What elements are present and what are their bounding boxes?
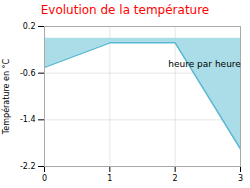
svg-text:heure par heure: heure par heure bbox=[168, 59, 241, 69]
svg-text:2: 2 bbox=[173, 174, 178, 183]
svg-text:0.2: 0.2 bbox=[23, 22, 36, 31]
svg-text:-0.6: -0.6 bbox=[20, 69, 36, 78]
html-text:Evolution de la température: Evolution de la température bbox=[40, 3, 210, 17]
svg-text:-2.2: -2.2 bbox=[20, 162, 36, 171]
svg-text:-1.4: -1.4 bbox=[20, 115, 36, 124]
svg-text:0: 0 bbox=[42, 174, 47, 183]
svg-text:3: 3 bbox=[238, 174, 243, 183]
svg-text:1: 1 bbox=[107, 174, 112, 183]
svg-text:Température en °C: Température en °C bbox=[1, 58, 11, 135]
